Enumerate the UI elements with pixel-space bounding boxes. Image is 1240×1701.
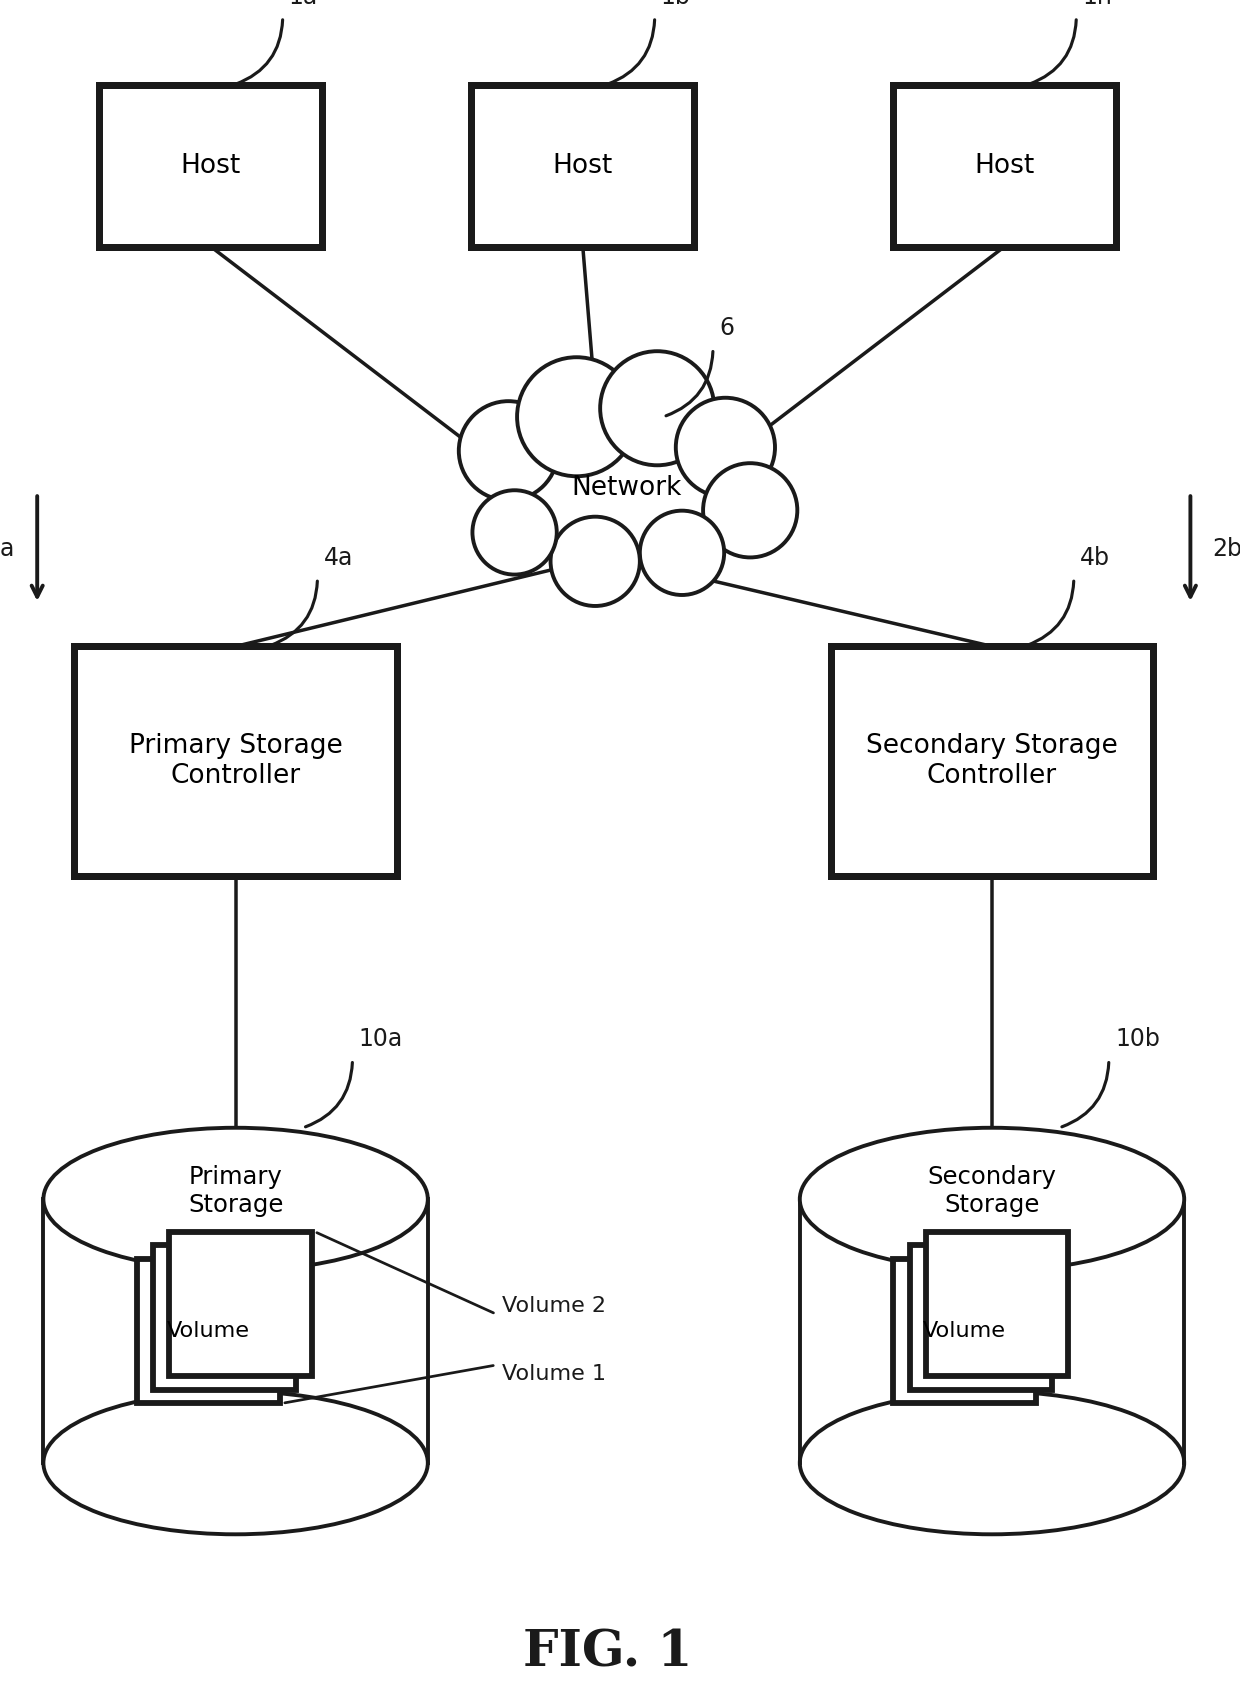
Bar [169, 1232, 312, 1376]
Bar [925, 1232, 1069, 1376]
Text: 1n: 1n [1083, 0, 1112, 9]
Text: Volume: Volume [166, 1322, 250, 1340]
Text: FIG. 1: FIG. 1 [523, 1630, 692, 1677]
Bar [138, 1259, 280, 1403]
Bar [893, 85, 1116, 247]
Text: 6: 6 [719, 316, 734, 340]
Ellipse shape [640, 510, 724, 595]
Text: 1a: 1a [289, 0, 319, 9]
Text: Network: Network [570, 475, 682, 502]
Bar [910, 1245, 1052, 1390]
Ellipse shape [43, 1128, 428, 1271]
Ellipse shape [551, 517, 640, 606]
Text: Host: Host [553, 153, 613, 179]
Ellipse shape [472, 490, 557, 575]
Text: 10a: 10a [358, 1027, 403, 1051]
Text: 2b: 2b [1213, 536, 1240, 561]
Bar [471, 85, 694, 247]
Text: Volume 2: Volume 2 [502, 1296, 606, 1315]
Ellipse shape [459, 401, 558, 500]
Text: 1b: 1b [661, 0, 691, 9]
Text: Secondary
Storage: Secondary Storage [928, 1165, 1056, 1216]
Ellipse shape [43, 1391, 428, 1534]
Ellipse shape [600, 350, 714, 466]
Text: Host: Host [975, 153, 1034, 179]
Text: 4a: 4a [324, 546, 353, 570]
Ellipse shape [676, 398, 775, 497]
Ellipse shape [502, 413, 750, 558]
Ellipse shape [517, 357, 636, 476]
Bar [154, 1245, 296, 1390]
Text: Volume: Volume [923, 1322, 1007, 1340]
Text: Host: Host [181, 153, 241, 179]
Text: 10b: 10b [1115, 1027, 1159, 1051]
Bar [74, 646, 397, 876]
Text: Secondary Storage
Controller: Secondary Storage Controller [866, 733, 1118, 789]
Bar [893, 1259, 1037, 1403]
Bar [43, 1199, 428, 1463]
Ellipse shape [800, 1391, 1184, 1534]
Text: Volume 1: Volume 1 [502, 1364, 606, 1383]
Text: 2a: 2a [0, 536, 15, 561]
Ellipse shape [703, 463, 797, 558]
Bar [831, 646, 1153, 876]
Bar [99, 85, 322, 247]
Text: Primary Storage
Controller: Primary Storage Controller [129, 733, 342, 789]
Ellipse shape [800, 1128, 1184, 1271]
Text: 4b: 4b [1080, 546, 1110, 570]
Bar [800, 1199, 1184, 1463]
Text: Primary
Storage: Primary Storage [188, 1165, 283, 1216]
